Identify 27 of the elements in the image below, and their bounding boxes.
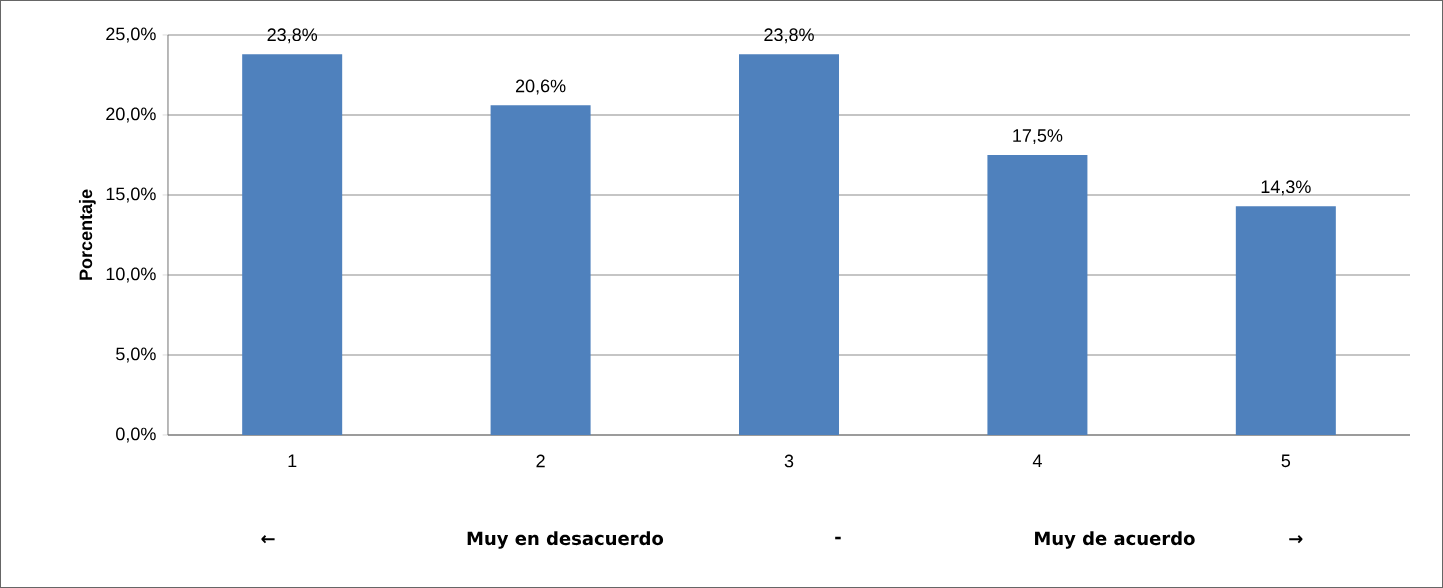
x-tick-label: 4 bbox=[1032, 454, 1042, 467]
x-tick-label: 2 bbox=[536, 454, 545, 468]
data-label: 17,5% bbox=[1013, 129, 1063, 145]
x-tick-label: 1 bbox=[288, 454, 297, 467]
bar bbox=[242, 54, 343, 435]
y-axis-title: Porcentaje bbox=[78, 189, 96, 280]
text: Muy en desacuerdo bbox=[467, 531, 664, 549]
text: ← bbox=[261, 535, 275, 544]
data-label: 20,6% bbox=[515, 79, 566, 95]
data-label: 14,3% bbox=[1261, 180, 1311, 196]
bar bbox=[490, 105, 591, 435]
x-tick-label: 5 bbox=[1281, 454, 1291, 468]
y-tick-label: 0,0% bbox=[116, 427, 156, 443]
bar bbox=[1235, 206, 1336, 435]
text: - bbox=[835, 536, 841, 540]
y-tick-label: 10,0% bbox=[106, 267, 156, 283]
data-label: 23,8% bbox=[267, 28, 318, 44]
y-tick-label: 5,0% bbox=[116, 347, 156, 363]
x-tick-label: 3 bbox=[784, 454, 794, 468]
bar bbox=[739, 54, 840, 435]
data-label: 23,8% bbox=[764, 28, 814, 44]
text: Muy de acuerdo bbox=[1035, 531, 1195, 549]
y-tick-label: 20,0% bbox=[106, 107, 156, 123]
text: → bbox=[1289, 535, 1303, 544]
y-tick-label: 15,0% bbox=[106, 187, 156, 203]
bar bbox=[987, 154, 1088, 435]
y-tick-label: 25,0% bbox=[106, 27, 156, 43]
